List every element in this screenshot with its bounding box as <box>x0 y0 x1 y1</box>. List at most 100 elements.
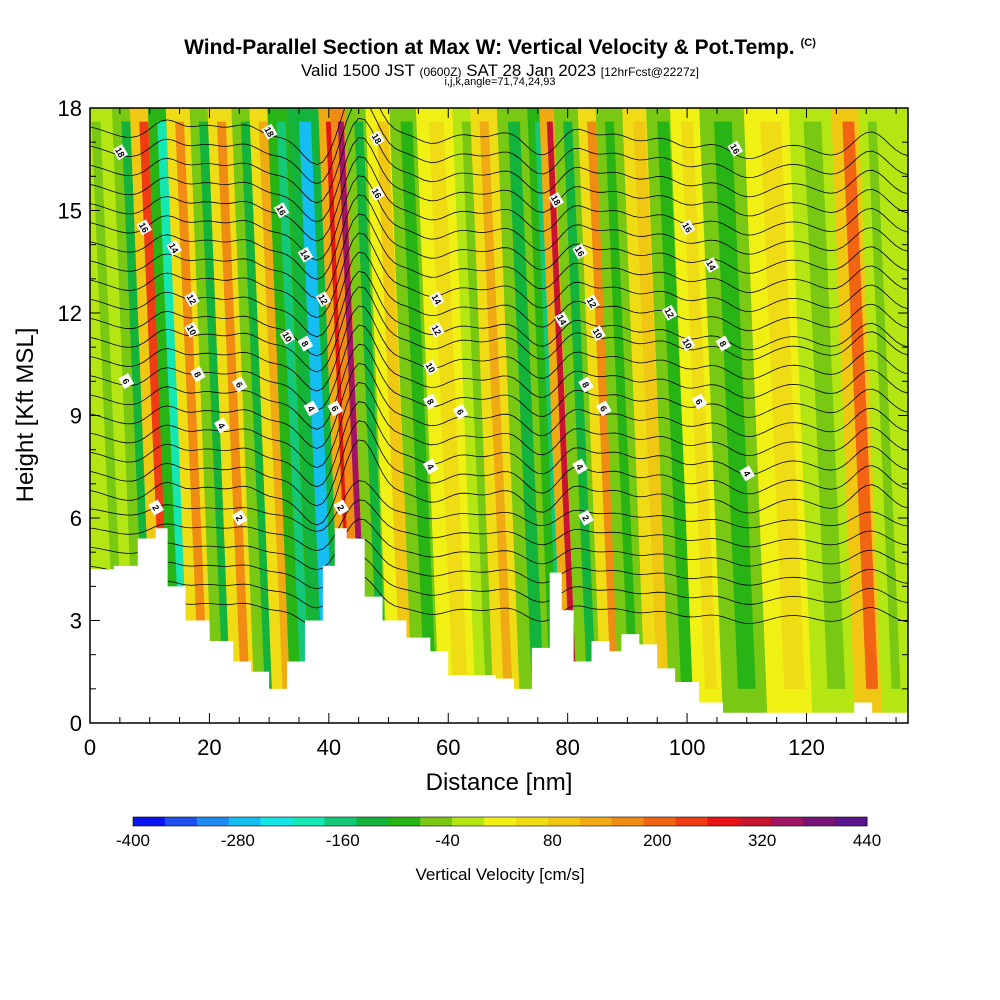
theta-contour <box>90 439 908 526</box>
contour-label-text: 4 <box>216 421 227 430</box>
contour-label: 10 <box>184 321 200 338</box>
valid-date: SAT 28 Jan 2023 <box>466 61 597 80</box>
colorbar-swatch <box>515 817 549 826</box>
contour-label-text: 2 <box>150 503 161 512</box>
contour-label: 2 <box>148 499 164 516</box>
colorbar-swatch <box>835 817 868 826</box>
w-column-core <box>428 121 468 689</box>
colorbar-label: 320 <box>748 831 776 850</box>
contour-label: 4 <box>303 400 320 417</box>
colorbar-label: -40 <box>435 831 460 850</box>
colorbar-swatch <box>643 817 677 826</box>
colorbar-label: -160 <box>326 831 360 850</box>
contour-label: 10 <box>590 325 606 342</box>
contour-label: 16 <box>369 185 385 202</box>
contour-label-text: 2 <box>234 513 245 522</box>
contour-label: 6 <box>596 400 612 417</box>
w-column-core <box>240 121 274 689</box>
y-tick-label: 12 <box>58 301 82 326</box>
contour-label-bg <box>739 465 755 482</box>
contour-label-text: 10 <box>591 327 605 341</box>
contour-label-bg <box>596 400 612 417</box>
contour-label-text: 14 <box>167 241 181 255</box>
contour-label-bg <box>166 239 182 256</box>
contour-label-text: 2 <box>335 503 346 512</box>
contour-label: 16 <box>679 219 696 236</box>
w-column-core <box>546 121 577 689</box>
theta-contour <box>90 251 908 338</box>
contour-labels: 18 16 14 12 10 8 6 4 2 18 16 14 10 8 6 4 2 12 6 2 18 16 14 12 10… <box>112 123 755 526</box>
contour-label-text: 10 <box>280 330 294 344</box>
colorbar-label: -400 <box>116 831 150 850</box>
contour-label-text: 12 <box>585 296 599 310</box>
contour-label-text: 16 <box>370 187 384 201</box>
contour-label: 16 <box>273 202 290 219</box>
colorbar-swatch <box>547 817 581 826</box>
contour-label: 16 <box>727 140 744 157</box>
contour-label: 8 <box>578 376 594 393</box>
colorbar-label: -280 <box>221 831 255 850</box>
contour-label-bg <box>679 335 696 352</box>
theta-contour <box>90 213 908 300</box>
contour-label: 18 <box>548 192 564 208</box>
y-axis: 0 3 6 9 12 15 18 <box>58 96 908 736</box>
contour-label-text: 16 <box>137 221 151 235</box>
contour-label: 8 <box>190 366 206 383</box>
contour-label-text: 8 <box>192 370 203 379</box>
contour-label-text: 6 <box>120 377 131 386</box>
contour-label: 4 <box>739 465 755 482</box>
contour-label-bg <box>118 373 135 390</box>
w-column-core <box>842 121 879 689</box>
colorbar-swatch <box>164 817 198 826</box>
colorbar-swatch <box>133 817 166 826</box>
contour-label: 4 <box>572 458 588 475</box>
w-column-core <box>354 121 388 689</box>
contour-label-text: 8 <box>299 339 310 348</box>
chart-params: i,j,k,angle=71,74,24,93 <box>444 76 556 88</box>
w-column-core <box>563 121 596 689</box>
contour-label-bg <box>190 366 206 383</box>
contour-label: 16 <box>572 243 588 260</box>
theta-contour <box>90 362 908 449</box>
contour-label-bg <box>184 321 200 338</box>
w-column-core <box>867 121 901 689</box>
x-axis-title: Distance [nm] <box>426 769 573 796</box>
contour-label-text: 16 <box>728 142 742 156</box>
theta-contour <box>90 420 908 507</box>
contour-label-bg <box>273 202 290 219</box>
contour-label-bg <box>423 393 439 410</box>
contour-label-text: 16 <box>274 204 288 218</box>
contour-label-text: 2 <box>580 513 591 522</box>
contour-label-bg <box>584 294 600 311</box>
theta-contour <box>90 136 908 223</box>
theta-contour <box>90 480 908 532</box>
contour-label-text: 16 <box>680 221 694 235</box>
theta-contour <box>90 537 908 590</box>
x-axis: 0 20 40 60 80 100 120 <box>84 108 897 760</box>
theta-contour <box>90 175 908 261</box>
contour-label: 14 <box>703 256 720 273</box>
x-tick-label: 100 <box>669 735 706 760</box>
contour-label: 6 <box>231 376 248 393</box>
colorbar-swatch <box>675 817 708 826</box>
colorbar-swatch <box>707 817 740 826</box>
theta-contour <box>90 232 908 319</box>
y-tick-label: 6 <box>70 506 82 531</box>
y-tick-label: 18 <box>58 96 82 121</box>
contour-label-bg <box>554 311 570 328</box>
w-column-core <box>605 121 638 689</box>
theta-contour <box>90 499 908 552</box>
contour-label-bg <box>231 376 248 393</box>
contour-label: 8 <box>715 335 732 352</box>
colorbar-swatch <box>388 817 421 826</box>
theta-contour <box>90 108 908 185</box>
w-column-core <box>479 121 513 689</box>
colorbar-swatch <box>196 817 230 826</box>
colorbar-swatch <box>356 817 389 826</box>
contour-label: 6 <box>691 393 708 410</box>
colorbar-swatch <box>292 817 325 826</box>
contour-label-bg <box>691 393 708 410</box>
contour-label: 14 <box>554 311 570 328</box>
contour-label: 2 <box>578 509 594 526</box>
contour-label-text: 4 <box>305 404 316 413</box>
